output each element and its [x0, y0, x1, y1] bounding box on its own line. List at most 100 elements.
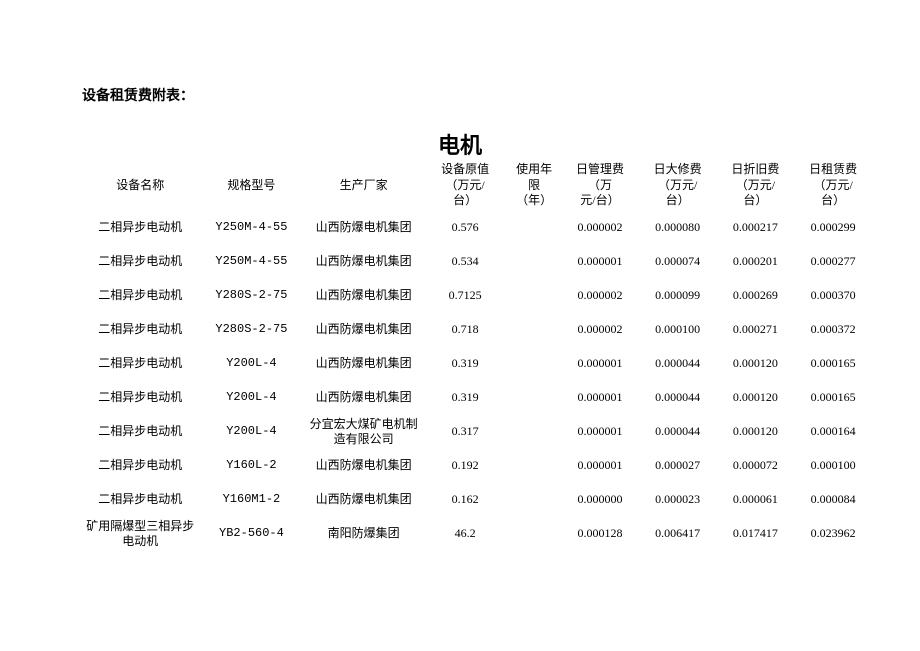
- cell-mgmt: 0.000002: [561, 211, 639, 245]
- cell-mfr: 山西防爆电机集团: [304, 279, 423, 313]
- table-row: 二相异步电动机Y250M-4-55山西防爆电机集团0.5340.0000010.…: [82, 245, 872, 279]
- table-row: 二相异步电动机Y200L-4分宜宏大煤矿电机制造有限公司0.3170.00000…: [82, 415, 872, 449]
- cell-repair: 0.000044: [639, 347, 717, 381]
- cell-name: 二相异步电动机: [82, 245, 199, 279]
- col-header-mgmt: 日管理费（万元/台）: [561, 160, 639, 211]
- cell-years: [507, 245, 561, 279]
- table-row: 矿用隔爆型三相异步电动机YB2-560-4南阳防爆集团46.20.0001280…: [82, 517, 872, 551]
- table-row: 二相异步电动机Y280S-2-75山西防爆电机集团0.7180.0000020.…: [82, 313, 872, 347]
- cell-mfr: 山西防爆电机集团: [304, 449, 423, 483]
- cell-mgmt: 0.000001: [561, 449, 639, 483]
- table-row: 二相异步电动机Y250M-4-55山西防爆电机集团0.5760.0000020.…: [82, 211, 872, 245]
- cell-mgmt: 0.000128: [561, 517, 639, 551]
- cell-mfr: 山西防爆电机集团: [304, 483, 423, 517]
- cell-name: 二相异步电动机: [82, 313, 199, 347]
- cell-repair: 0.000074: [639, 245, 717, 279]
- table-row: 二相异步电动机Y280S-2-75山西防爆电机集团0.71250.0000020…: [82, 279, 872, 313]
- cell-price: 0.317: [423, 415, 507, 449]
- cell-mgmt: 0.000001: [561, 347, 639, 381]
- col-header-repair: 日大修费（万元/台）: [639, 160, 717, 211]
- cell-model: Y250M-4-55: [199, 245, 305, 279]
- cell-price: 0.162: [423, 483, 507, 517]
- table-row: 二相异步电动机Y200L-4山西防爆电机集团0.3190.0000010.000…: [82, 381, 872, 415]
- cell-model: Y160L-2: [199, 449, 305, 483]
- cell-name: 矿用隔爆型三相异步电动机: [82, 517, 199, 551]
- cell-model: Y200L-4: [199, 415, 305, 449]
- cell-years: [507, 415, 561, 449]
- cell-depr: 0.000120: [717, 347, 795, 381]
- cell-depr: 0.000201: [717, 245, 795, 279]
- cell-name: 二相异步电动机: [82, 381, 199, 415]
- cell-depr: 0.000120: [717, 415, 795, 449]
- cell-price: 0.534: [423, 245, 507, 279]
- col-header-model: 规格型号: [199, 160, 305, 211]
- cell-model: Y200L-4: [199, 347, 305, 381]
- cell-name: 二相异步电动机: [82, 279, 199, 313]
- col-header-price: 设备原值（万元/台）: [423, 160, 507, 211]
- col-header-mfr: 生产厂家: [304, 160, 423, 211]
- cell-model: Y160M1-2: [199, 483, 305, 517]
- main-heading: 电机: [0, 128, 920, 160]
- table-header-row: 设备名称 规格型号 生产厂家 设备原值（万元/台） 使用年限（年） 日管理费（万…: [82, 160, 872, 211]
- cell-rent: 0.000372: [794, 313, 872, 347]
- col-header-rent: 日租赁费（万元/台）: [794, 160, 872, 211]
- cell-depr: 0.017417: [717, 517, 795, 551]
- table-container: 设备名称 规格型号 生产厂家 设备原值（万元/台） 使用年限（年） 日管理费（万…: [82, 160, 872, 551]
- table-row: 二相异步电动机Y160M1-2山西防爆电机集团0.1620.0000000.00…: [82, 483, 872, 517]
- cell-years: [507, 381, 561, 415]
- cell-depr: 0.000120: [717, 381, 795, 415]
- page-title: 设备租赁费附表：: [82, 85, 194, 105]
- cell-years: [507, 347, 561, 381]
- cell-rent: 0.000100: [794, 449, 872, 483]
- cell-years: [507, 483, 561, 517]
- cell-rent: 0.000370: [794, 279, 872, 313]
- cell-mfr: 山西防爆电机集团: [304, 381, 423, 415]
- cell-model: Y200L-4: [199, 381, 305, 415]
- table-row: 二相异步电动机Y160L-2山西防爆电机集团0.1920.0000010.000…: [82, 449, 872, 483]
- cell-repair: 0.000080: [639, 211, 717, 245]
- cell-model: YB2-560-4: [199, 517, 305, 551]
- cell-rent: 0.000277: [794, 245, 872, 279]
- cell-repair: 0.006417: [639, 517, 717, 551]
- cell-mgmt: 0.000002: [561, 313, 639, 347]
- cell-name: 二相异步电动机: [82, 449, 199, 483]
- cell-mfr: 山西防爆电机集团: [304, 211, 423, 245]
- cell-model: Y280S-2-75: [199, 279, 305, 313]
- cell-name: 二相异步电动机: [82, 415, 199, 449]
- cell-rent: 0.000165: [794, 381, 872, 415]
- cell-mfr: 分宜宏大煤矿电机制造有限公司: [304, 415, 423, 449]
- table-row: 二相异步电动机Y200L-4山西防爆电机集团0.3190.0000010.000…: [82, 347, 872, 381]
- cell-mgmt: 0.000002: [561, 279, 639, 313]
- cell-price: 0.718: [423, 313, 507, 347]
- cell-repair: 0.000099: [639, 279, 717, 313]
- cell-price: 0.192: [423, 449, 507, 483]
- cell-name: 二相异步电动机: [82, 483, 199, 517]
- cell-price: 0.319: [423, 381, 507, 415]
- cell-depr: 0.000269: [717, 279, 795, 313]
- cell-rent: 0.000165: [794, 347, 872, 381]
- cell-depr: 0.000217: [717, 211, 795, 245]
- rental-fee-table: 设备名称 规格型号 生产厂家 设备原值（万元/台） 使用年限（年） 日管理费（万…: [82, 160, 872, 551]
- cell-price: 0.576: [423, 211, 507, 245]
- col-header-name: 设备名称: [82, 160, 199, 211]
- cell-years: [507, 517, 561, 551]
- cell-repair: 0.000044: [639, 415, 717, 449]
- cell-mfr: 山西防爆电机集团: [304, 313, 423, 347]
- cell-mfr: 山西防爆电机集团: [304, 245, 423, 279]
- cell-years: [507, 279, 561, 313]
- col-header-years: 使用年限（年）: [507, 160, 561, 211]
- cell-model: Y250M-4-55: [199, 211, 305, 245]
- cell-repair: 0.000027: [639, 449, 717, 483]
- cell-mfr: 南阳防爆集团: [304, 517, 423, 551]
- cell-rent: 0.000084: [794, 483, 872, 517]
- cell-depr: 0.000271: [717, 313, 795, 347]
- table-body: 二相异步电动机Y250M-4-55山西防爆电机集团0.5760.0000020.…: [82, 211, 872, 551]
- cell-years: [507, 449, 561, 483]
- cell-repair: 0.000044: [639, 381, 717, 415]
- cell-name: 二相异步电动机: [82, 211, 199, 245]
- cell-price: 0.7125: [423, 279, 507, 313]
- cell-mgmt: 0.000000: [561, 483, 639, 517]
- cell-repair: 0.000023: [639, 483, 717, 517]
- cell-name: 二相异步电动机: [82, 347, 199, 381]
- cell-price: 46.2: [423, 517, 507, 551]
